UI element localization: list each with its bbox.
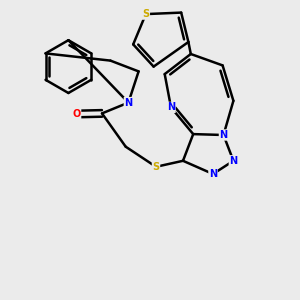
Text: N: N <box>167 102 175 112</box>
Text: N: N <box>229 156 238 166</box>
Text: N: N <box>209 169 217 179</box>
Text: N: N <box>124 98 133 108</box>
Text: S: S <box>152 162 160 172</box>
Text: S: S <box>142 9 149 19</box>
Text: O: O <box>72 109 81 119</box>
Text: N: N <box>219 130 228 140</box>
